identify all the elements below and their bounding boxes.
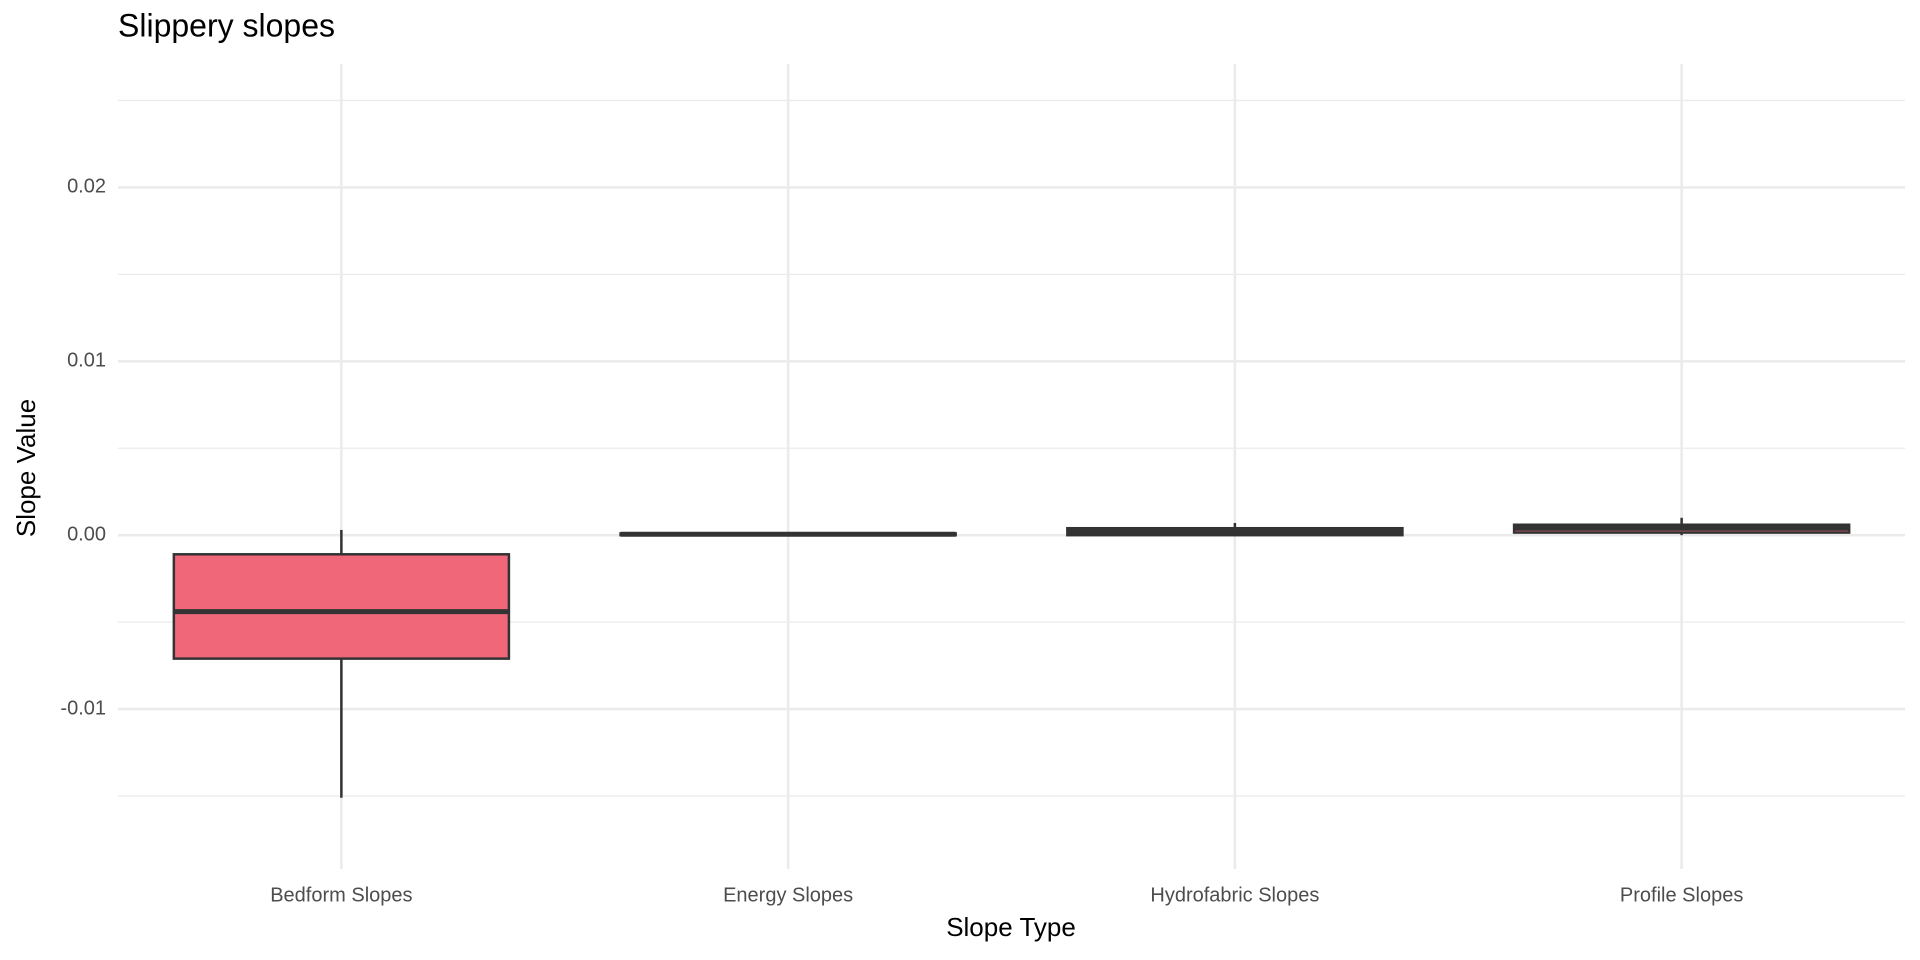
grid: -0.01 0.00 0.01 0.02 [60, 64, 1905, 869]
y-axis-title: Slope Value [11, 399, 41, 537]
x-axis-title: Slope Type [946, 912, 1076, 942]
chart-title: Slippery slopes [118, 7, 335, 43]
y-tick-label: -0.01 [60, 697, 106, 719]
box [172, 553, 511, 660]
y-tick-label: 0.01 [67, 350, 106, 372]
x-tick-label: Energy Slopes [723, 884, 853, 906]
x-tick-label: Profile Slopes [1620, 884, 1743, 906]
y-tick-label: 0.00 [67, 523, 106, 545]
x-tick-label: Hydrofabric Slopes [1150, 884, 1319, 906]
marks: Bedform Slopes Energy Slopes Hydrofabric S… [172, 517, 1851, 906]
x-tick-label: Bedform Slopes [270, 884, 412, 906]
y-tick-label: 0.02 [67, 176, 106, 198]
